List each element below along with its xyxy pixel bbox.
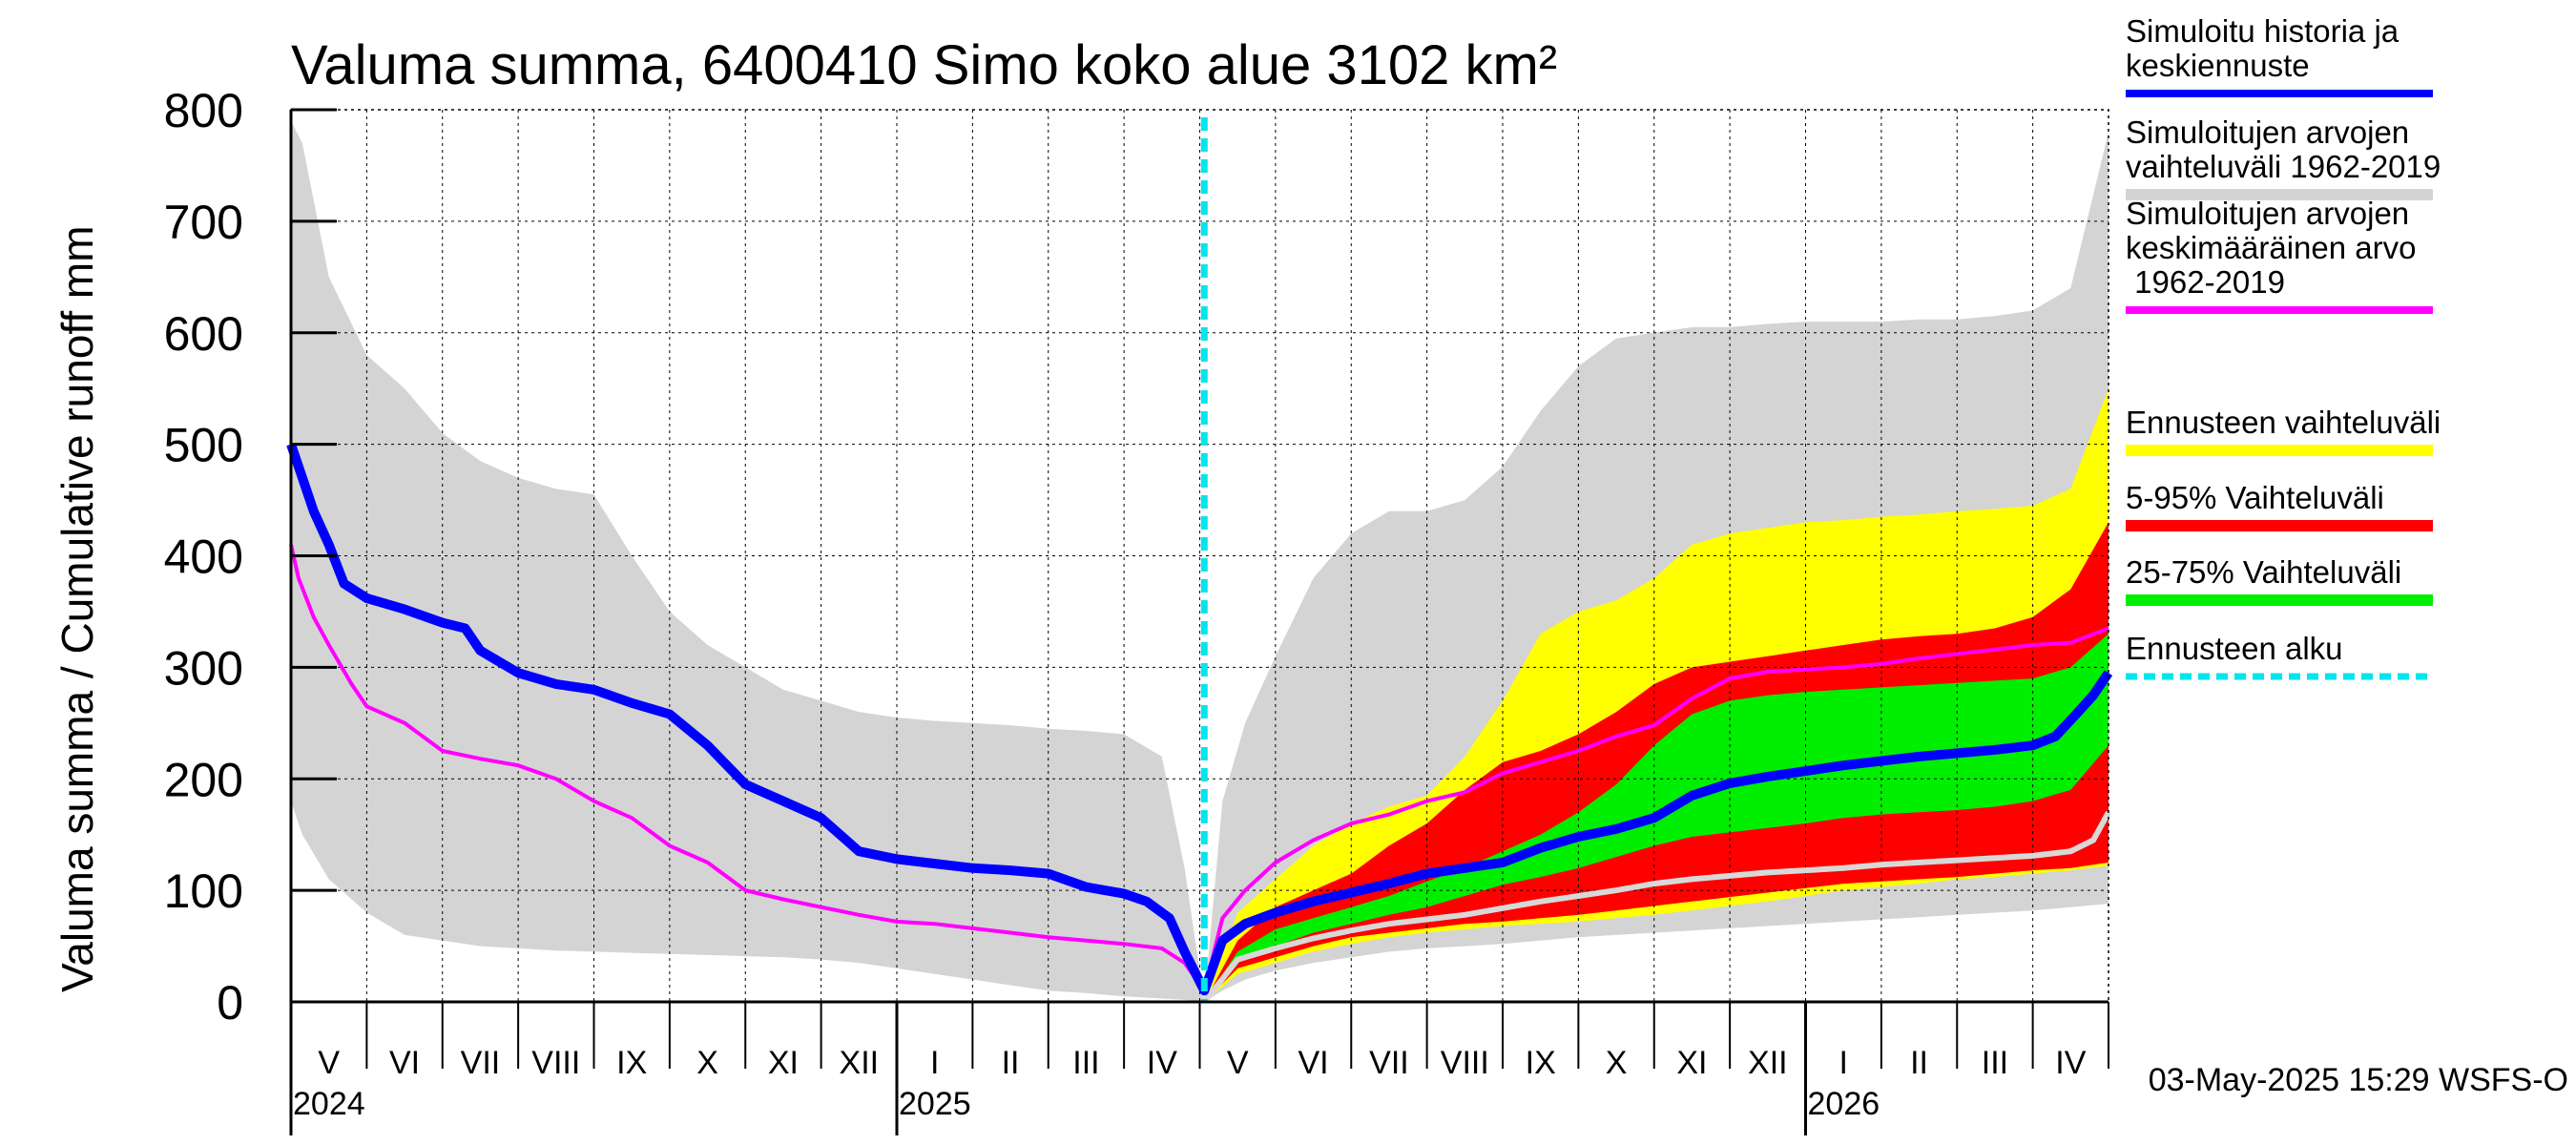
x-year-label-2025: 2025 [899, 1086, 971, 1122]
simulated-history-forecast-line [286, 442, 2113, 996]
grid-lines [291, 109, 2109, 1002]
y-tick-label-200: 200 [164, 753, 243, 806]
x-tick-label-month-16: IX [1526, 1045, 1556, 1081]
legend-label-6: Ennusteen alku [2126, 631, 2343, 666]
legend-label-2: Simuloitujen arvojen keskimääräinen arvo … [2126, 196, 2416, 300]
x-tick-label-month-6: XI [768, 1045, 799, 1081]
historical-range-area-past [291, 120, 1205, 1002]
legend-label-4: 5-95% Vaihteluväli [2126, 480, 2384, 515]
historical-mean-line [289, 544, 2109, 996]
y-tick-label-100: 100 [164, 864, 243, 918]
x-tick-label-month-1: VI [389, 1045, 420, 1081]
legend-label-3: Ennusteen vaihteluväli [2126, 405, 2441, 440]
x-tick-label-month-3: VIII [531, 1045, 580, 1081]
x-tick-label-month-0: V [318, 1045, 340, 1081]
y-tick-label-0: 0 [217, 976, 243, 1030]
x-tick-label-month-2: VII [461, 1045, 501, 1081]
legend-label-0: Simuloitu historia ja keskiennuste [2126, 13, 2399, 83]
series-lines [286, 117, 2113, 1004]
y-tick-label-500: 500 [164, 419, 243, 472]
x-tick-label-month-8: I [930, 1045, 939, 1081]
x-tick-label-month-7: XII [840, 1045, 880, 1081]
x-tick-label-month-21: II [1910, 1045, 1928, 1081]
x-tick-label-month-11: IV [1147, 1045, 1177, 1081]
x-year-label-2026: 2026 [1808, 1086, 1880, 1122]
x-tick-label-month-5: X [696, 1045, 718, 1081]
forecast-median-line [1201, 810, 2111, 1004]
x-tick-label-month-17: X [1606, 1045, 1628, 1081]
chart-title: Valuma summa, 6400410 Simo koko alue 310… [291, 34, 1557, 96]
x-tick-label-month-22: III [1982, 1045, 2008, 1081]
y-axis-label: Valuma summa / Cumulative runoff mm [52, 225, 102, 992]
x-tick-label-month-15: VIII [1441, 1045, 1489, 1081]
y-tick-label-300: 300 [164, 641, 243, 695]
y-tick-label-700: 700 [164, 196, 243, 249]
plot-border [290, 109, 2109, 1003]
x-tick-label-month-14: VII [1369, 1045, 1409, 1081]
y-tick-label-400: 400 [164, 531, 243, 584]
x-tick-label-month-10: III [1072, 1045, 1099, 1081]
y-tick-label-600: 600 [164, 307, 243, 361]
x-tick-label-month-12: V [1227, 1045, 1249, 1081]
x-tick-label-month-4: IX [616, 1045, 647, 1081]
x-tick-label-month-23: IV [2055, 1045, 2086, 1081]
x-tick-label-month-19: XII [1748, 1045, 1788, 1081]
x-tick-label-month-13: VI [1298, 1045, 1329, 1081]
legend: Simuloitu historia ja keskiennuste Simuloi… [2126, 13, 2441, 680]
legend-label-5: 25-75% Vaihteluväli [2126, 554, 2401, 590]
x-tick-label-month-18: XI [1676, 1045, 1707, 1081]
y-tick-label-800: 800 [164, 84, 243, 137]
x-tick-label-month-20: I [1839, 1045, 1847, 1081]
x-year-label-2024: 2024 [293, 1086, 365, 1122]
x-tick-label-month-9: II [1002, 1045, 1020, 1081]
legend-label-1: Simuloitujen arvojen vaihteluväli 1962-20… [2126, 114, 2441, 184]
timestamp-annotation: 03-May-2025 15:29 WSFS-O [2149, 1062, 2568, 1098]
